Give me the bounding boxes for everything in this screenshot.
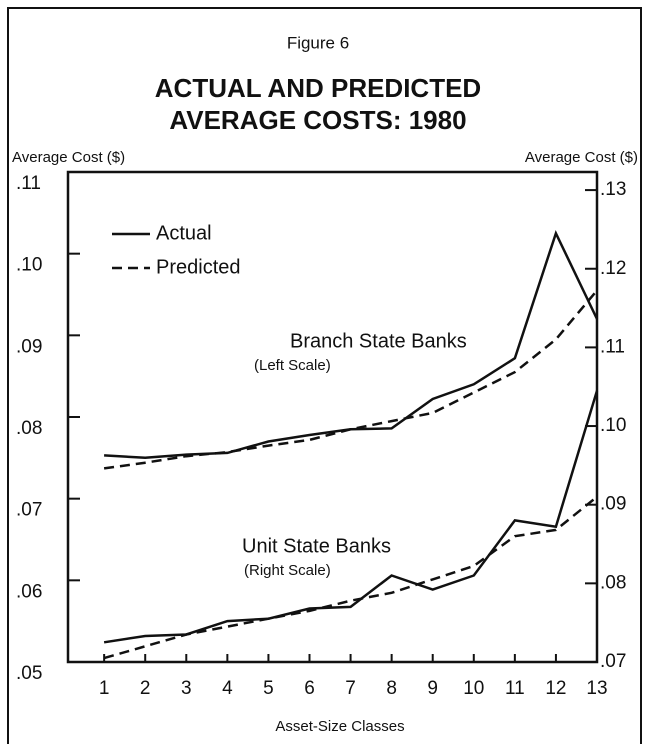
y-tick-label: .06 [16, 581, 42, 602]
x-tick-label: 1 [99, 678, 110, 699]
x-tick-label: 2 [140, 678, 151, 699]
frame [7, 7, 642, 744]
annotation-note: (Right Scale) [244, 562, 331, 579]
annotation: Branch State Banks [290, 330, 467, 352]
x-tick-label: 5 [263, 678, 274, 699]
x-tick-label: 13 [586, 678, 607, 699]
x-tick-label: 3 [181, 678, 192, 699]
y2-tick-label: .13 [600, 179, 626, 200]
x-tick-label: 12 [545, 678, 566, 699]
y-tick-label: .11 [16, 173, 41, 194]
y-tick-label: .09 [16, 336, 42, 357]
y2-tick-label: .11 [600, 336, 625, 357]
y2-tick-label: .10 [600, 415, 626, 436]
figure-label: Figure 6 [287, 33, 349, 52]
y2-tick-label: .09 [600, 494, 626, 515]
legend-label: Actual [156, 222, 212, 244]
x-tick-label: 8 [386, 678, 397, 699]
y2-tick-label: .08 [600, 572, 626, 593]
x-axis-label: Asset-Size Classes [275, 718, 404, 735]
y2-tick-label: .07 [600, 651, 626, 672]
data-line [103, 289, 598, 470]
x-tick-label: 4 [222, 678, 233, 699]
x-tick-label: 6 [304, 678, 315, 699]
chart-title: AVERAGE COSTS: 1980 [169, 105, 466, 135]
y2-axis-label: Average Cost ($) [525, 149, 638, 166]
annotation-note: (Left Scale) [254, 357, 331, 374]
y-tick-label: .07 [16, 500, 42, 521]
x-tick-label: 7 [345, 678, 356, 699]
chart-title: ACTUAL AND PREDICTED [155, 73, 481, 103]
plot-frame [66, 170, 599, 664]
y-tick-label: .10 [16, 255, 42, 276]
y-tick-label: .05 [16, 663, 42, 684]
data-line [103, 495, 598, 660]
x-tick-label: 10 [463, 678, 484, 699]
y-axis-label: Average Cost ($) [12, 149, 125, 166]
x-tick-label: 11 [505, 678, 525, 699]
y-tick-label: .08 [16, 418, 42, 439]
legend-label: Predicted [156, 256, 241, 278]
y2-tick-label: .12 [600, 258, 626, 279]
x-tick-label: 9 [427, 678, 438, 699]
annotation: Unit State Banks [242, 535, 391, 557]
